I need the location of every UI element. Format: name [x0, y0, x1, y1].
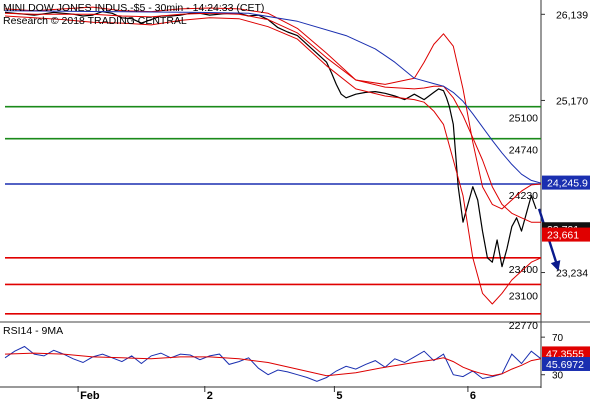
price-tick-label-26139: 26,139	[556, 9, 588, 21]
axis-layer: 26,139 25,170 23,234 70 30 Feb 2 5 6	[77, 9, 588, 402]
rsi-tag-blue: 45.6972	[546, 359, 584, 371]
rsi-tag-box-red	[542, 346, 590, 361]
level-label-24740: 24740	[509, 145, 538, 157]
price-tag-red: 23,661	[547, 230, 579, 242]
level-label-24230: 24230	[509, 190, 538, 202]
time-tick-label-5: 5	[336, 390, 342, 400]
price-layer	[4, 6, 561, 305]
rsi-tick-label-30: 30	[552, 371, 564, 382]
rsi-tag-box-blue	[542, 356, 590, 371]
price-tick-label-23234: 23,234	[556, 268, 588, 280]
series-moving-average	[4, 10, 542, 184]
level-label-23100: 23100	[509, 290, 538, 302]
level-label-25100: 25100	[509, 113, 538, 125]
chart-header-line2: Research © 2018 TRADING CENTRAL	[3, 15, 187, 27]
price-tag-blue: 24,245.9	[547, 178, 588, 190]
rsi-title: RSI14 - 9MA	[3, 325, 63, 337]
chart-header-line1: MINI DOW JONES INDUS.-$5 - 30min - 14:24…	[3, 2, 264, 14]
time-tick-label-2: 2	[207, 390, 213, 400]
series-bollinger-upper	[4, 6, 542, 210]
series-rsi-ma	[4, 352, 542, 377]
price-tag-box-blue	[542, 175, 590, 190]
time-tick-label-Feb: Feb	[80, 390, 100, 400]
forecast-arrow-head	[550, 260, 561, 272]
series-bollinger-lower	[4, 15, 542, 305]
series-bollinger-middle	[4, 12, 541, 223]
time-tick-label-6: 6	[470, 390, 476, 400]
series-price	[4, 11, 537, 268]
rsi-tick-label-70: 70	[552, 333, 564, 344]
price-tag-box-red	[542, 227, 590, 242]
level-label-22770: 22770	[509, 320, 538, 332]
rsi-layer	[4, 345, 542, 382]
series-rsi	[4, 345, 542, 382]
price-tick-label-25170: 25,170	[556, 95, 588, 107]
